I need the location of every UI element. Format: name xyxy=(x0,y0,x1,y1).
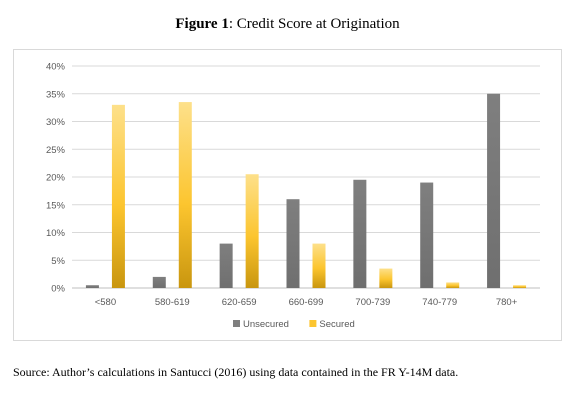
x-tick-label: <580 xyxy=(95,297,116,308)
legend-label-unsecured: Unsecured xyxy=(243,319,289,330)
y-tick-label: 10% xyxy=(46,228,66,239)
figure-title-text: : Credit Score at Origination xyxy=(228,16,400,32)
legend-swatch-unsecured xyxy=(233,320,240,327)
y-tick-label: 0% xyxy=(51,284,65,295)
bar-unsecured-6 xyxy=(487,93,501,288)
bar-secured-2 xyxy=(245,174,259,288)
x-tick-label: 780+ xyxy=(496,297,518,308)
bar-secured-6 xyxy=(513,285,527,288)
x-tick-label: 580-619 xyxy=(155,297,190,308)
gridlines xyxy=(72,65,540,289)
bar-unsecured-2 xyxy=(219,243,233,288)
x-axis-ticks: <580 580-619 620-659 660-699 700-739 740-779 7… xyxy=(95,297,518,308)
source-note: Source: Author’s calculations in Santucc… xyxy=(13,365,459,379)
x-tick-label: 700-739 xyxy=(355,297,390,308)
bar-secured-3 xyxy=(312,243,326,288)
x-tick-label: 740-779 xyxy=(422,297,457,308)
bars xyxy=(85,93,527,288)
y-tick-label: 5% xyxy=(51,256,65,267)
figure-title: Figure 1: Credit Score at Origination xyxy=(0,16,575,33)
x-tick-label: 620-659 xyxy=(222,297,257,308)
y-tick-label: 15% xyxy=(46,200,66,211)
bar-unsecured-4 xyxy=(353,179,367,288)
y-axis-ticks: 0% 5% 10% 15% 20% 25% 30% 35% 40% xyxy=(46,62,66,295)
y-tick-label: 35% xyxy=(46,89,66,100)
bar-secured-5 xyxy=(446,282,460,288)
y-tick-label: 20% xyxy=(46,173,66,184)
y-tick-label: 25% xyxy=(46,145,66,156)
legend: Unsecured Secured xyxy=(233,319,355,330)
bar-unsecured-3 xyxy=(286,199,300,288)
x-tick-label: 660-699 xyxy=(289,297,324,308)
bar-unsecured-0 xyxy=(85,285,99,288)
bar-unsecured-1 xyxy=(152,276,166,288)
chart-frame xyxy=(13,49,562,341)
figure-label: Figure 1 xyxy=(175,16,229,32)
bar-secured-1 xyxy=(178,102,192,288)
y-tick-label: 40% xyxy=(46,62,66,73)
bar-secured-0 xyxy=(111,104,125,288)
legend-label-secured: Secured xyxy=(319,319,354,330)
y-tick-label: 30% xyxy=(46,117,66,128)
bar-secured-4 xyxy=(379,268,393,288)
bar-unsecured-5 xyxy=(420,182,434,288)
legend-swatch-secured xyxy=(309,320,317,327)
